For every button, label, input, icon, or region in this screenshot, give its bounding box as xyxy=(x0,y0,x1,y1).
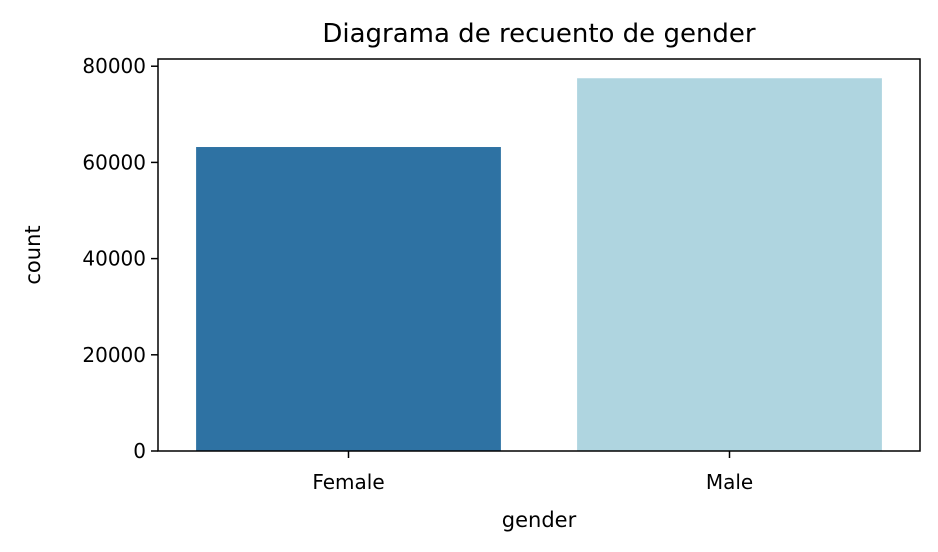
plot-area: 0 20000 40000 60000 80000 Female Male xyxy=(82,54,921,494)
y-tick-label: 0 xyxy=(133,439,146,463)
y-tick-label: 60000 xyxy=(82,150,146,174)
chart-title: Diagrama de recuento de gender xyxy=(322,19,756,49)
y-tick-label: 20000 xyxy=(82,343,146,367)
y-tick-label: 40000 xyxy=(82,247,146,271)
x-tick-label-female: Female xyxy=(312,470,384,494)
bars-group xyxy=(196,78,882,452)
bar-male xyxy=(577,78,882,452)
axes-frame xyxy=(157,58,921,452)
x-axis-label: gender xyxy=(502,508,577,532)
y-tick-label: 80000 xyxy=(82,54,146,78)
y-axis-label: count xyxy=(21,225,45,284)
y-axis-ticks: 0 20000 40000 60000 80000 xyxy=(82,54,158,463)
x-axis-ticks: Female Male xyxy=(312,451,753,494)
x-tick-label-male: Male xyxy=(706,470,753,494)
bar-female xyxy=(196,147,501,451)
